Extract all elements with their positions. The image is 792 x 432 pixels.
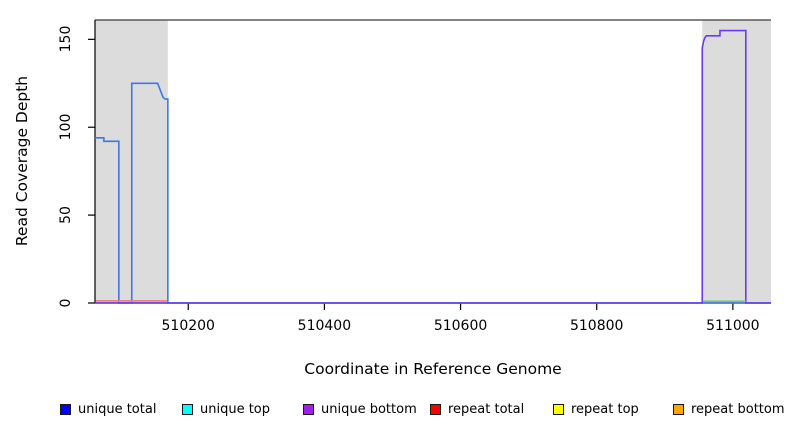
x-tick-label: 510200	[161, 318, 215, 334]
x-tick-label: 510800	[569, 318, 624, 334]
x-tick-label: 510400	[297, 318, 352, 334]
series-line-unique-bottom	[95, 29, 771, 304]
y-tick-label: 50	[58, 206, 74, 225]
x-axis-title: Coordinate in Reference Genome	[304, 360, 562, 378]
x-tick-label: 510600	[433, 318, 488, 334]
repeat-region-right	[702, 20, 771, 303]
y-tick-label: 0	[58, 298, 74, 308]
y-axis-title: Read Coverage Depth	[13, 75, 31, 247]
y-tick-label: 100	[58, 113, 74, 141]
x-tick-label: 511000	[706, 318, 760, 334]
y-tick-label: 150	[58, 25, 74, 53]
series-line-unique-total	[95, 82, 771, 304]
